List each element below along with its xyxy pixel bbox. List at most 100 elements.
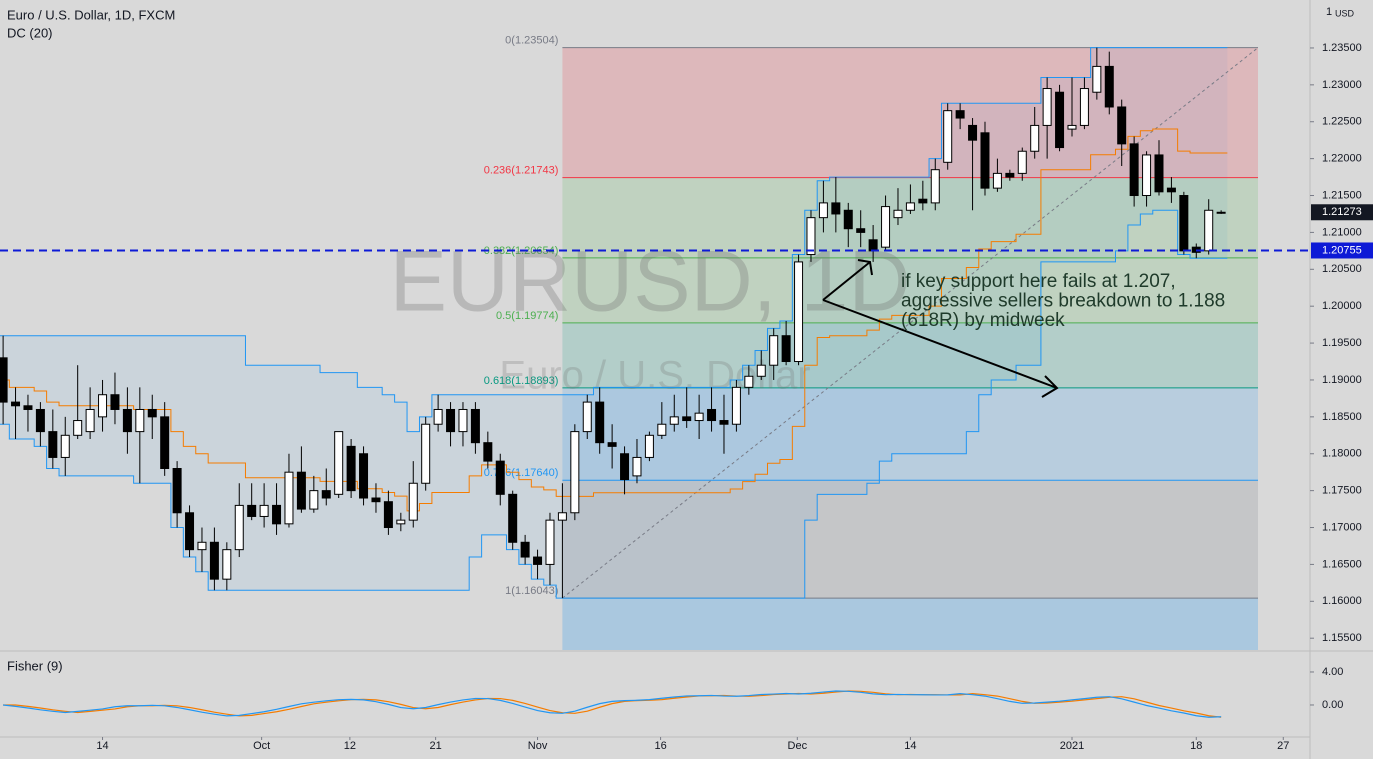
candle-body — [856, 228, 866, 233]
x-tick-label: Nov — [528, 740, 548, 752]
candle-body — [744, 375, 754, 388]
candle-body — [147, 408, 157, 418]
annotation-text: (618R) by midweek — [901, 310, 1065, 331]
y-tick-label: 1.16000 — [1322, 595, 1362, 607]
candle-body — [508, 493, 518, 543]
candle-body — [992, 172, 1002, 189]
y-tick-label: 1.21500 — [1322, 189, 1362, 201]
candle-body — [0, 357, 8, 403]
candle-body — [259, 504, 269, 517]
y-tick-label: 1.17500 — [1322, 485, 1362, 497]
candle-body — [595, 401, 605, 444]
annotation-text: if key support here fails at 1.207, — [901, 271, 1176, 292]
y-tick-label: 1.18000 — [1322, 448, 1362, 460]
candle-body — [831, 202, 841, 215]
y-tick-label: 1.22000 — [1322, 153, 1362, 165]
candle-body — [495, 460, 505, 495]
candle-body — [980, 132, 990, 189]
candle-body — [520, 541, 530, 558]
candle-body — [396, 519, 406, 525]
candle-body — [185, 512, 195, 551]
candle-body — [222, 549, 232, 580]
candle-body — [1154, 154, 1164, 193]
unit-multiplier[interactable]: 1 — [1326, 6, 1332, 18]
unit[interactable]: USD — [1335, 8, 1355, 18]
y-tick-label: 1.16500 — [1322, 558, 1362, 570]
fib-zone — [562, 47, 1258, 178]
y-tick-label: 1.23000 — [1322, 79, 1362, 91]
candle-body — [1055, 91, 1065, 149]
fib-label: 0(1.23504) — [505, 35, 558, 47]
candle-body — [657, 423, 667, 436]
candle-body — [359, 453, 369, 499]
candle-body — [781, 335, 791, 363]
candle-body — [85, 408, 95, 433]
candle-body — [48, 431, 58, 458]
candle-body — [769, 335, 779, 366]
candle-body — [707, 408, 717, 422]
candle-body — [794, 261, 804, 363]
candle-body — [73, 420, 83, 436]
candle-body — [644, 434, 654, 458]
candle-body — [296, 471, 306, 510]
y-tick-label: 1.20500 — [1322, 263, 1362, 275]
y-tick-label: 1.19500 — [1322, 337, 1362, 349]
dc-lower — [0, 209, 1228, 599]
candle-body — [1104, 65, 1114, 108]
candle-body — [1017, 150, 1027, 174]
x-tick-label: 27 — [1277, 740, 1289, 752]
fib-zone — [562, 257, 1258, 323]
candle-body — [1204, 209, 1214, 252]
candle-body — [197, 541, 207, 551]
candle-body — [918, 198, 928, 204]
candle-body — [930, 169, 940, 204]
candle-body — [756, 364, 766, 377]
fib-trend — [562, 47, 1259, 599]
candle-body — [1079, 88, 1089, 126]
candle-body — [433, 408, 443, 425]
candle-body — [334, 431, 344, 495]
fib-label: 0.236(1.21743) — [484, 164, 559, 176]
x-tick-label: 2021 — [1060, 740, 1084, 752]
candle-body — [669, 416, 679, 425]
candle-body — [533, 556, 543, 565]
candle-body — [905, 202, 915, 211]
candle-body — [731, 386, 741, 425]
candle-body — [458, 408, 468, 433]
candle-body — [806, 217, 816, 256]
candle-body — [321, 490, 331, 499]
candle-body — [557, 512, 567, 521]
fisher-line — [3, 690, 1222, 718]
candle-body — [1216, 211, 1226, 214]
y-tick-label: 1.20000 — [1322, 300, 1362, 312]
candle-body — [955, 110, 965, 119]
candle-body — [23, 405, 33, 410]
y-tick-label: 1.15500 — [1322, 632, 1362, 644]
candle-body — [843, 209, 853, 230]
candle-body — [446, 408, 456, 433]
annotation-arrow — [822, 259, 873, 301]
fib-label: 1(1.16043) — [505, 585, 558, 597]
candle-body — [1092, 65, 1102, 93]
candle-body — [719, 420, 729, 425]
indicator-label: DC (20) — [7, 25, 53, 40]
candle-body — [1067, 124, 1077, 130]
candle-body — [943, 110, 953, 163]
candle-body — [346, 445, 356, 492]
fib-label: 0.618(1.18893) — [484, 375, 559, 387]
fib-zone — [562, 598, 1258, 650]
x-tick-label: 14 — [96, 740, 108, 752]
annotation-arrow — [822, 299, 1059, 398]
candle-body — [98, 394, 108, 418]
y-tick-label: 1.21000 — [1322, 226, 1362, 238]
candle-body — [172, 468, 182, 514]
candle-body — [371, 497, 381, 503]
candle-body — [284, 471, 294, 525]
candle-body — [582, 401, 592, 433]
alert-price-box — [1311, 242, 1373, 259]
fisher-trigger — [3, 690, 1222, 718]
y-tick-label: 1.22500 — [1322, 116, 1362, 128]
candle-body — [1142, 154, 1152, 197]
